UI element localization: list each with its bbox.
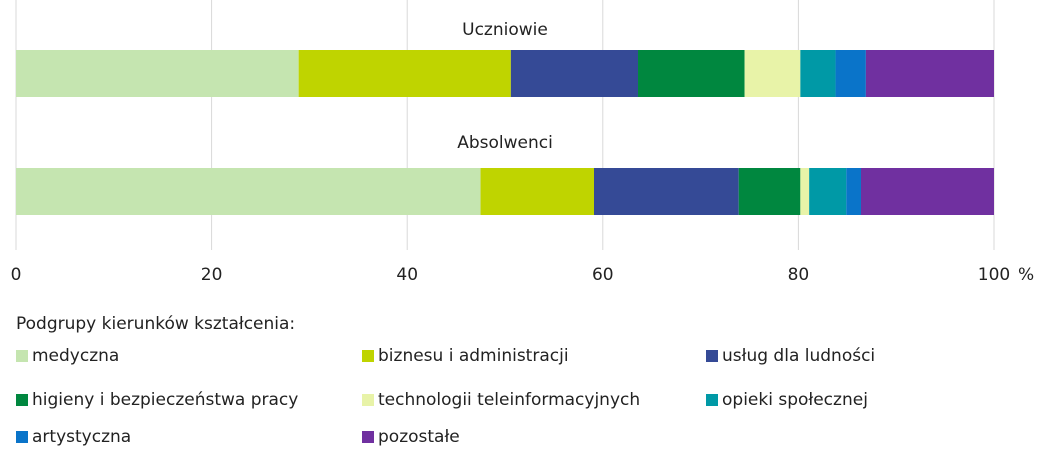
legend-title: Podgrupy kierunków kształcenia: <box>16 314 295 334</box>
bar-segment <box>800 168 810 215</box>
bar-segment <box>480 168 594 215</box>
bar-segment <box>16 168 481 215</box>
bar-segment <box>800 50 836 97</box>
bar-segment <box>860 168 994 215</box>
bar-segment <box>298 50 511 97</box>
x-tick-label: 20 <box>201 265 223 285</box>
bar-segment <box>809 168 847 215</box>
x-tick-label: 0 <box>11 265 22 285</box>
bar-segment <box>846 168 861 215</box>
legend-label: opieki społecznej <box>722 390 868 410</box>
legend-swatch <box>706 394 718 406</box>
x-unit: % <box>1018 265 1034 285</box>
bar-segment <box>744 50 801 97</box>
legend-swatch <box>706 350 718 362</box>
x-tick-label: 100 <box>978 265 1010 285</box>
legend-swatch <box>362 394 374 406</box>
legend-swatch <box>16 350 28 362</box>
x-tick-label: 60 <box>592 265 614 285</box>
legend-label: usług dla ludności <box>722 346 875 366</box>
bar-segment <box>835 50 866 97</box>
category-label: Absolwenci <box>457 133 553 153</box>
bar-segment <box>865 50 994 97</box>
legend-label: technologii teleinformacyjnych <box>378 390 640 410</box>
legend-swatch <box>362 350 374 362</box>
bar-segment <box>738 168 801 215</box>
bar-segment <box>593 168 739 215</box>
bar-segment <box>638 50 745 97</box>
legend-swatch <box>16 431 28 443</box>
legend-swatch <box>16 394 28 406</box>
legend-label: medyczna <box>32 346 119 366</box>
legend-label: pozostałe <box>378 427 460 447</box>
bar-segment <box>510 50 639 97</box>
legend-label: higieny i bezpieczeństwa pracy <box>32 390 298 410</box>
category-label: Uczniowie <box>462 20 548 40</box>
legend-swatch <box>362 431 374 443</box>
x-tick-label: 40 <box>396 265 418 285</box>
legend-label: artystyczna <box>32 427 131 447</box>
bar-segment <box>16 50 299 97</box>
x-tick-label: 80 <box>788 265 810 285</box>
legend-label: biznesu i administracji <box>378 346 569 366</box>
